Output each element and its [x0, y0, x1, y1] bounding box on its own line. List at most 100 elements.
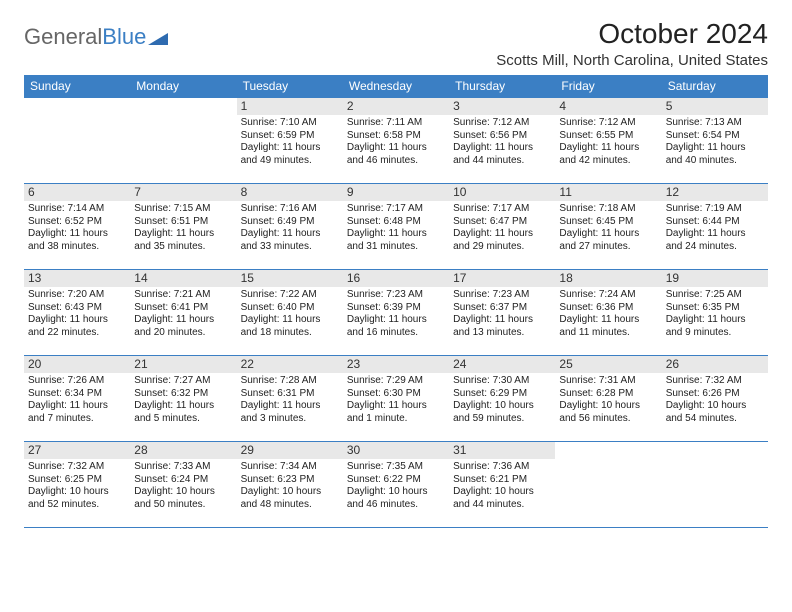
day-number: 11 — [555, 184, 661, 201]
day-number: 25 — [555, 356, 661, 373]
sunrise-line: Sunrise: 7:36 AM — [453, 461, 551, 474]
title-block: October 2024 Scotts Mill, North Carolina… — [496, 18, 768, 69]
daylight-line: Daylight: 10 hours and 44 minutes. — [453, 486, 551, 511]
sunrise-line: Sunrise: 7:21 AM — [134, 289, 232, 302]
daylight-line: Daylight: 11 hours and 46 minutes. — [347, 142, 445, 167]
calendar-cell: 31Sunrise: 7:36 AMSunset: 6:21 PMDayligh… — [449, 442, 555, 528]
daylight-line: Daylight: 11 hours and 18 minutes. — [241, 314, 339, 339]
sunset-line: Sunset: 6:23 PM — [241, 474, 339, 487]
day-number: 2 — [343, 98, 449, 115]
calendar-cell: 12Sunrise: 7:19 AMSunset: 6:44 PMDayligh… — [662, 184, 768, 270]
daylight-line: Daylight: 11 hours and 33 minutes. — [241, 228, 339, 253]
calendar-cell: 25Sunrise: 7:31 AMSunset: 6:28 PMDayligh… — [555, 356, 661, 442]
calendar-week: 13Sunrise: 7:20 AMSunset: 6:43 PMDayligh… — [24, 270, 768, 356]
day-number: 13 — [24, 270, 130, 287]
sunrise-line: Sunrise: 7:12 AM — [559, 117, 657, 130]
day-header: Wednesday — [343, 75, 449, 98]
calendar-cell: 5Sunrise: 7:13 AMSunset: 6:54 PMDaylight… — [662, 98, 768, 184]
calendar-cell: 8Sunrise: 7:16 AMSunset: 6:49 PMDaylight… — [237, 184, 343, 270]
sunset-line: Sunset: 6:34 PM — [28, 388, 126, 401]
sunrise-line: Sunrise: 7:18 AM — [559, 203, 657, 216]
sunset-line: Sunset: 6:58 PM — [347, 130, 445, 143]
sunset-line: Sunset: 6:21 PM — [453, 474, 551, 487]
sunrise-line: Sunrise: 7:17 AM — [453, 203, 551, 216]
daylight-line: Daylight: 10 hours and 56 minutes. — [559, 400, 657, 425]
calendar-cell: 18Sunrise: 7:24 AMSunset: 6:36 PMDayligh… — [555, 270, 661, 356]
sunset-line: Sunset: 6:39 PM — [347, 302, 445, 315]
location-text: Scotts Mill, North Carolina, United Stat… — [496, 52, 768, 69]
day-header: Sunday — [24, 75, 130, 98]
sunrise-line: Sunrise: 7:25 AM — [666, 289, 764, 302]
month-title: October 2024 — [496, 18, 768, 50]
calendar-cell: 19Sunrise: 7:25 AMSunset: 6:35 PMDayligh… — [662, 270, 768, 356]
day-number: 20 — [24, 356, 130, 373]
calendar-cell: 26Sunrise: 7:32 AMSunset: 6:26 PMDayligh… — [662, 356, 768, 442]
calendar-cell — [662, 442, 768, 528]
daylight-line: Daylight: 11 hours and 42 minutes. — [559, 142, 657, 167]
sunset-line: Sunset: 6:26 PM — [666, 388, 764, 401]
sunset-line: Sunset: 6:41 PM — [134, 302, 232, 315]
sunset-line: Sunset: 6:51 PM — [134, 216, 232, 229]
calendar-cell: 30Sunrise: 7:35 AMSunset: 6:22 PMDayligh… — [343, 442, 449, 528]
calendar-cell: 11Sunrise: 7:18 AMSunset: 6:45 PMDayligh… — [555, 184, 661, 270]
sunrise-line: Sunrise: 7:32 AM — [28, 461, 126, 474]
logo-triangle-icon — [148, 29, 168, 45]
daylight-line: Daylight: 11 hours and 31 minutes. — [347, 228, 445, 253]
day-header: Thursday — [449, 75, 555, 98]
daylight-line: Daylight: 10 hours and 52 minutes. — [28, 486, 126, 511]
daylight-line: Daylight: 11 hours and 40 minutes. — [666, 142, 764, 167]
day-number: 10 — [449, 184, 555, 201]
sunrise-line: Sunrise: 7:19 AM — [666, 203, 764, 216]
daylight-line: Daylight: 10 hours and 54 minutes. — [666, 400, 764, 425]
calendar-body: 1Sunrise: 7:10 AMSunset: 6:59 PMDaylight… — [24, 98, 768, 528]
day-number: 19 — [662, 270, 768, 287]
daylight-line: Daylight: 11 hours and 11 minutes. — [559, 314, 657, 339]
sunset-line: Sunset: 6:37 PM — [453, 302, 551, 315]
daylight-line: Daylight: 11 hours and 35 minutes. — [134, 228, 232, 253]
day-number: 22 — [237, 356, 343, 373]
sunrise-line: Sunrise: 7:11 AM — [347, 117, 445, 130]
sunrise-line: Sunrise: 7:34 AM — [241, 461, 339, 474]
day-number: 17 — [449, 270, 555, 287]
calendar-cell: 2 Sunrise: 7:11 AMSunset: 6:58 PMDaylight… — [343, 98, 449, 184]
sunrise-line: Sunrise: 7:20 AM — [28, 289, 126, 302]
calendar-cell: 13Sunrise: 7:20 AMSunset: 6:43 PMDayligh… — [24, 270, 130, 356]
day-number: 6 — [24, 184, 130, 201]
sunrise-line: Sunrise: 7:23 AM — [347, 289, 445, 302]
day-header-row: SundayMondayTuesdayWednesdayThursdayFrid… — [24, 75, 768, 98]
sunset-line: Sunset: 6:25 PM — [28, 474, 126, 487]
day-number: 1 — [237, 98, 343, 115]
logo-text-1: General — [24, 24, 102, 50]
daylight-line: Daylight: 11 hours and 22 minutes. — [28, 314, 126, 339]
calendar-page: GeneralBlue October 2024 Scotts Mill, No… — [0, 0, 792, 528]
calendar-cell: 20Sunrise: 7:26 AMSunset: 6:34 PMDayligh… — [24, 356, 130, 442]
daylight-line: Daylight: 11 hours and 7 minutes. — [28, 400, 126, 425]
sunset-line: Sunset: 6:44 PM — [666, 216, 764, 229]
day-number: 14 — [130, 270, 236, 287]
header: GeneralBlue October 2024 Scotts Mill, No… — [24, 18, 768, 69]
logo: GeneralBlue — [24, 18, 168, 50]
calendar-cell: 17Sunrise: 7:23 AMSunset: 6:37 PMDayligh… — [449, 270, 555, 356]
day-number: 9 — [343, 184, 449, 201]
sunset-line: Sunset: 6:31 PM — [241, 388, 339, 401]
daylight-line: Daylight: 10 hours and 48 minutes. — [241, 486, 339, 511]
daylight-line: Daylight: 11 hours and 44 minutes. — [453, 142, 551, 167]
sunset-line: Sunset: 6:29 PM — [453, 388, 551, 401]
sunset-line: Sunset: 6:48 PM — [347, 216, 445, 229]
sunset-line: Sunset: 6:22 PM — [347, 474, 445, 487]
calendar-cell: 27Sunrise: 7:32 AMSunset: 6:25 PMDayligh… — [24, 442, 130, 528]
sunrise-line: Sunrise: 7:35 AM — [347, 461, 445, 474]
daylight-line: Daylight: 11 hours and 49 minutes. — [241, 142, 339, 167]
calendar-cell: 1Sunrise: 7:10 AMSunset: 6:59 PMDaylight… — [237, 98, 343, 184]
day-number: 16 — [343, 270, 449, 287]
day-header: Tuesday — [237, 75, 343, 98]
daylight-line: Daylight: 11 hours and 38 minutes. — [28, 228, 126, 253]
calendar-cell: 21Sunrise: 7:27 AMSunset: 6:32 PMDayligh… — [130, 356, 236, 442]
calendar-head: SundayMondayTuesdayWednesdayThursdayFrid… — [24, 75, 768, 98]
sunrise-line: Sunrise: 7:17 AM — [347, 203, 445, 216]
day-header: Monday — [130, 75, 236, 98]
sunrise-line: Sunrise: 7:22 AM — [241, 289, 339, 302]
calendar-cell: 6Sunrise: 7:14 AMSunset: 6:52 PMDaylight… — [24, 184, 130, 270]
sunrise-line: Sunrise: 7:12 AM — [453, 117, 551, 130]
sunset-line: Sunset: 6:52 PM — [28, 216, 126, 229]
